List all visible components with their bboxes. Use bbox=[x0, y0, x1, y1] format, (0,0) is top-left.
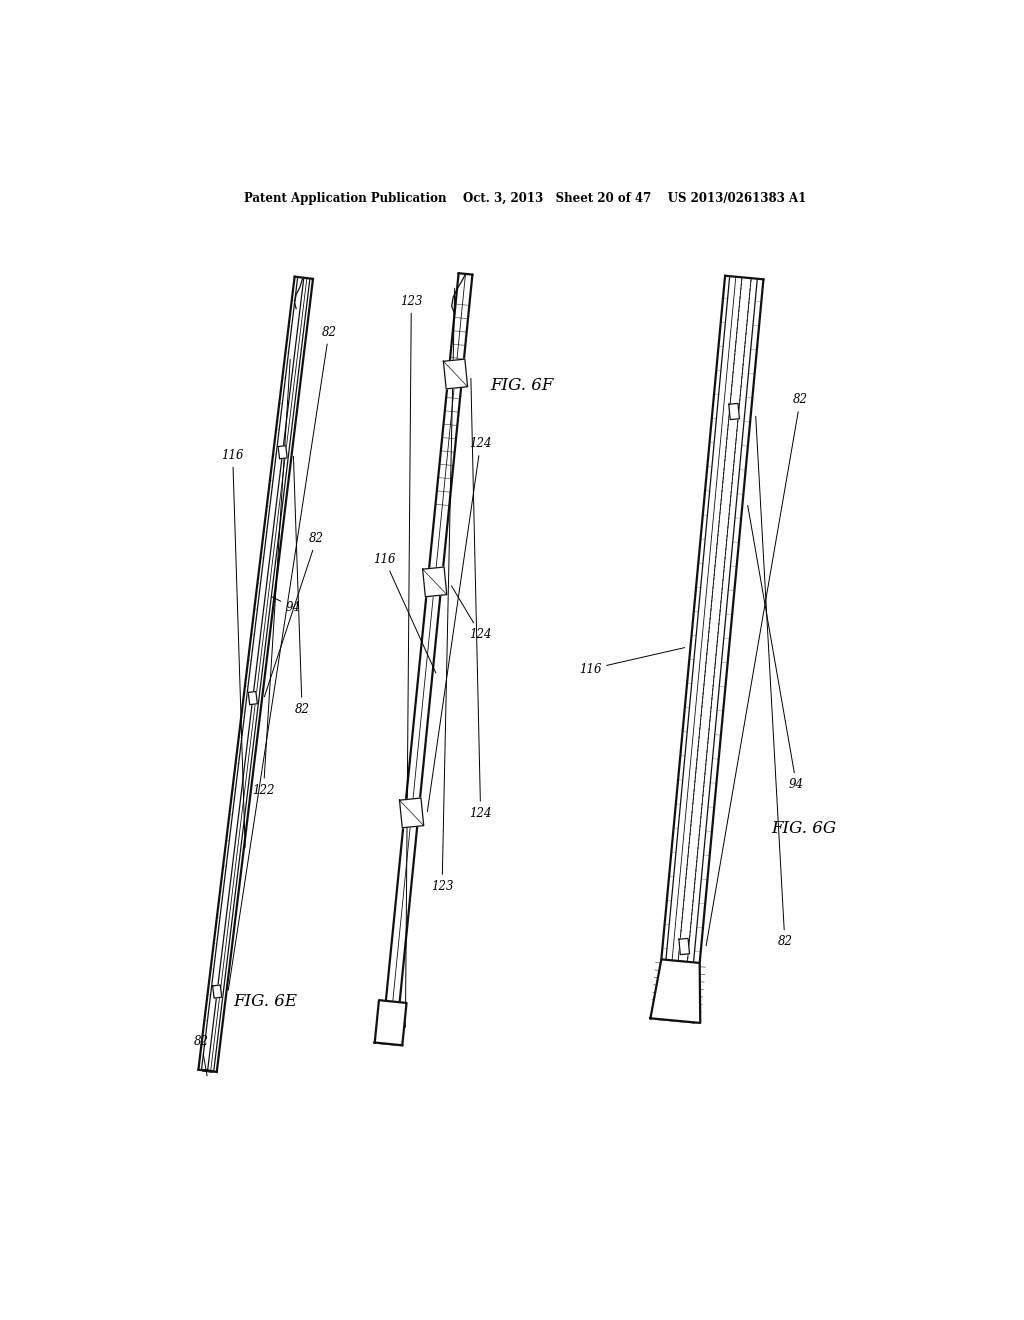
Polygon shape bbox=[213, 985, 222, 998]
Polygon shape bbox=[679, 939, 689, 954]
Polygon shape bbox=[248, 692, 257, 705]
Polygon shape bbox=[729, 404, 739, 420]
Text: 124: 124 bbox=[469, 379, 492, 820]
Text: 116: 116 bbox=[373, 553, 436, 673]
Text: FIG. 6F: FIG. 6F bbox=[490, 378, 553, 395]
Text: 82: 82 bbox=[756, 416, 793, 948]
Text: 82: 82 bbox=[294, 457, 309, 715]
Text: 122: 122 bbox=[252, 359, 290, 797]
Text: 124: 124 bbox=[452, 586, 492, 642]
Text: Patent Application Publication    Oct. 3, 2013   Sheet 20 of 47    US 2013/02613: Patent Application Publication Oct. 3, 2… bbox=[244, 191, 806, 205]
Polygon shape bbox=[443, 359, 468, 389]
Polygon shape bbox=[650, 960, 700, 1023]
Text: 124: 124 bbox=[427, 437, 492, 812]
Polygon shape bbox=[279, 446, 287, 459]
Text: 123: 123 bbox=[400, 294, 423, 1027]
Text: 94: 94 bbox=[271, 597, 301, 614]
Text: 116: 116 bbox=[579, 648, 685, 676]
Text: FIG. 6G: FIG. 6G bbox=[772, 820, 837, 837]
Text: 123: 123 bbox=[431, 288, 455, 892]
Text: 116: 116 bbox=[221, 449, 245, 847]
Polygon shape bbox=[375, 1001, 407, 1045]
Text: 82: 82 bbox=[707, 393, 808, 945]
Text: 82: 82 bbox=[194, 1035, 209, 1076]
Text: 82: 82 bbox=[228, 326, 337, 990]
Text: 82: 82 bbox=[264, 532, 325, 697]
Text: FIG. 6E: FIG. 6E bbox=[233, 993, 297, 1010]
Polygon shape bbox=[423, 568, 446, 597]
Text: 94: 94 bbox=[748, 506, 804, 791]
Polygon shape bbox=[399, 799, 424, 828]
